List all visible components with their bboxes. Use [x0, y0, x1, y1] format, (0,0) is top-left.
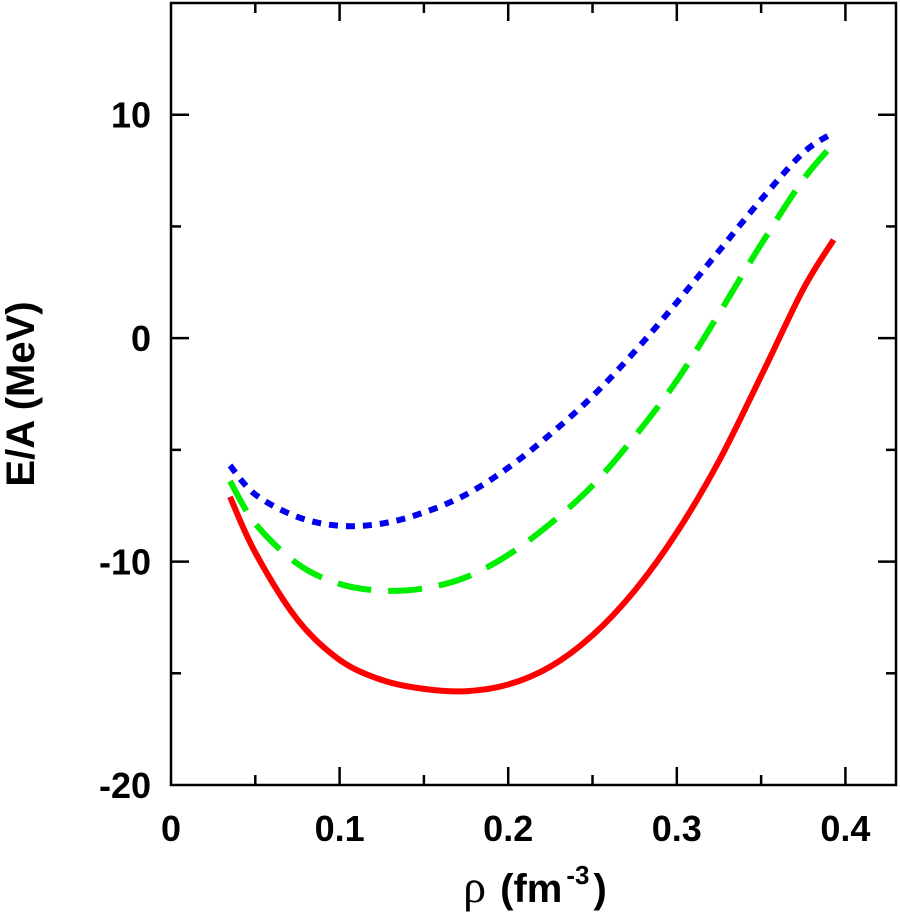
ticks-layer — [171, 3, 896, 785]
tick-labels: 0 0.1 0.2 0.3 0.4 -20 -10 0 10 — [99, 95, 870, 849]
plot-frame — [169, 1, 898, 787]
y-tick-label: -10 — [99, 542, 151, 583]
series-line-dashed-green — [227, 141, 836, 594]
y-tick-label: 10 — [111, 95, 151, 136]
x-tick-label: 0.4 — [820, 808, 870, 849]
x-tick-label: 0 — [161, 808, 181, 849]
x-axis-unit-superscript: -3 — [566, 860, 589, 890]
series-line-dotted-blue — [227, 130, 836, 530]
x-tick-label: 0.2 — [483, 808, 533, 849]
x-tick-label: 0.3 — [652, 808, 702, 849]
x-axis-unit-open: (fm — [500, 867, 562, 911]
series-line-solid-red — [227, 238, 837, 695]
x-axis-unit-close: ) — [593, 867, 606, 911]
y-tick-label: 0 — [131, 318, 151, 359]
x-axis-symbol: ρ — [463, 861, 486, 912]
series-layer — [227, 130, 837, 695]
x-tick-label: 0.1 — [315, 808, 365, 849]
y-tick-label: -20 — [99, 765, 151, 806]
y-axis-title: E/A (MeV) — [0, 301, 43, 486]
x-axis-title: ρ (fm -3 ) — [463, 860, 607, 912]
